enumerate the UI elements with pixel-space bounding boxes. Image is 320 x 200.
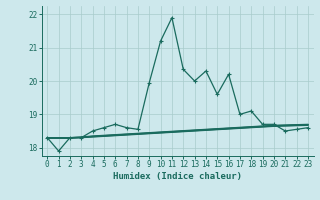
X-axis label: Humidex (Indice chaleur): Humidex (Indice chaleur) xyxy=(113,172,242,181)
